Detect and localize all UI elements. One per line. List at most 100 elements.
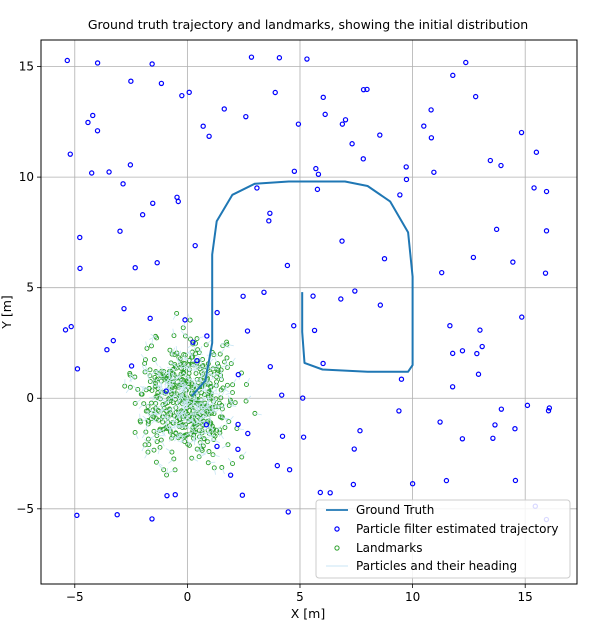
estimated-trajectory-point xyxy=(377,302,384,308)
estimated-trajectory-point xyxy=(533,149,540,155)
landmark-point xyxy=(227,397,233,403)
particle-heading-segment xyxy=(174,351,181,356)
estimated-trajectory-point xyxy=(284,262,291,269)
estimated-trajectory-point xyxy=(397,192,403,198)
estimated-trajectory-point xyxy=(90,112,96,119)
particle-heading-segment xyxy=(150,410,154,418)
plot-marks xyxy=(62,54,553,523)
particle-heading-segment xyxy=(193,364,201,367)
landmark-point xyxy=(210,452,216,458)
landmark-point xyxy=(146,442,152,448)
y-axis-ticks: −5 0 5 10 15 xyxy=(16,60,41,516)
estimated-trajectory-point xyxy=(492,422,498,428)
x-axis-ticks: −5 0 5 10 15 xyxy=(66,584,533,604)
particle-heading-segment xyxy=(154,359,158,366)
particle-heading-segment xyxy=(169,435,174,442)
estimated-trajectory-point xyxy=(450,72,456,79)
landmark-point xyxy=(220,385,226,391)
particle-heading-segment xyxy=(197,379,204,383)
legend-landmarks-label: Landmarks xyxy=(356,541,422,555)
estimated-trajectory-point xyxy=(498,162,504,169)
particle-heading-segment xyxy=(151,377,156,385)
particle-heading-series xyxy=(124,313,262,476)
estimated-trajectory-point xyxy=(459,436,466,442)
estimated-trajectory-point xyxy=(85,119,91,126)
estimated-trajectory-point xyxy=(244,328,251,334)
estimated-trajectory-point xyxy=(338,296,344,302)
x-tick-label: 0 xyxy=(184,590,192,604)
estimated-trajectory-point xyxy=(349,141,355,147)
particle-heading-segment xyxy=(194,436,200,443)
particle-heading-segment xyxy=(195,406,203,408)
particle-heading-segment xyxy=(182,375,190,380)
estimated-trajectory-point xyxy=(459,348,466,354)
estimated-trajectory-point xyxy=(221,106,227,112)
particle-heading-segment xyxy=(197,416,202,423)
particle-heading-segment xyxy=(167,387,173,395)
landmark-point xyxy=(186,362,191,368)
particle-heading-segment xyxy=(201,439,204,447)
estimated-trajectory-point xyxy=(164,492,170,499)
particle-heading-segment xyxy=(209,408,217,410)
landmark-point xyxy=(185,441,191,447)
particle-heading-segment xyxy=(134,399,142,404)
estimated-trajectory-point xyxy=(377,132,383,138)
estimated-trajectory-point xyxy=(104,347,110,353)
landmark-point xyxy=(173,430,179,436)
particle-heading-segment xyxy=(155,383,160,390)
particle-heading-segment xyxy=(167,381,173,389)
particle-heading-segment xyxy=(191,457,199,462)
particle-heading-segment xyxy=(160,409,164,417)
estimated-trajectory-point xyxy=(192,242,198,249)
estimated-trajectory-point xyxy=(64,57,70,64)
estimated-trajectory-point xyxy=(364,86,370,93)
particle-heading-segment xyxy=(211,365,219,367)
landmark-point xyxy=(158,437,164,443)
particle-heading-segment xyxy=(194,414,202,419)
estimated-trajectory-point xyxy=(304,56,310,62)
estimated-trajectory-point xyxy=(149,61,155,67)
particle-heading-segment xyxy=(187,343,194,349)
particle-heading-segment xyxy=(254,412,262,416)
particle-heading-segment xyxy=(196,421,204,424)
landmark-point xyxy=(178,420,184,426)
particle-heading-segment xyxy=(183,372,189,378)
estimated-trajectory-point xyxy=(227,472,234,478)
landmark-point xyxy=(192,423,198,429)
estimated-trajectory-point xyxy=(463,59,469,66)
particle-heading-segment xyxy=(169,388,176,393)
y-tick-label: 5 xyxy=(26,281,34,295)
estimated-trajectory-point xyxy=(248,54,255,60)
particle-heading-segment xyxy=(176,379,183,385)
particle-heading-segment xyxy=(224,361,230,368)
particle-heading-segment xyxy=(191,383,198,388)
particle-heading-segment xyxy=(160,393,166,400)
particle-heading-segment xyxy=(141,444,146,452)
estimated-trajectory-point xyxy=(512,425,518,432)
particle-heading-segment xyxy=(175,432,180,439)
estimated-trajectory-point xyxy=(194,357,200,364)
particle-heading-segment xyxy=(179,394,183,402)
particle-heading-segment xyxy=(213,467,216,475)
landmark-point xyxy=(142,361,148,366)
particle-heading-segment xyxy=(194,426,202,430)
particle-heading-segment xyxy=(190,433,197,439)
estimated-trajectory-point xyxy=(409,481,416,487)
particle-heading-segment xyxy=(144,402,152,407)
landmark-point xyxy=(180,325,186,331)
particle-heading-segment xyxy=(143,369,151,373)
particle-heading-segment xyxy=(229,405,237,407)
y-tick-label: 0 xyxy=(26,391,34,405)
particle-heading-segment xyxy=(213,372,221,376)
landmark-point xyxy=(174,310,180,316)
estimated-trajectory-point xyxy=(94,128,101,134)
particle-heading-segment xyxy=(227,457,233,464)
particle-heading-segment xyxy=(169,349,174,357)
estimated-trajectory-point xyxy=(286,467,293,473)
estimated-trajectory-point xyxy=(267,210,273,216)
particle-heading-segment xyxy=(176,424,184,429)
particle-heading-segment xyxy=(198,453,206,458)
particle-heading-segment xyxy=(131,384,139,390)
particle-heading-segment xyxy=(177,388,184,395)
landmark-point xyxy=(153,369,159,375)
